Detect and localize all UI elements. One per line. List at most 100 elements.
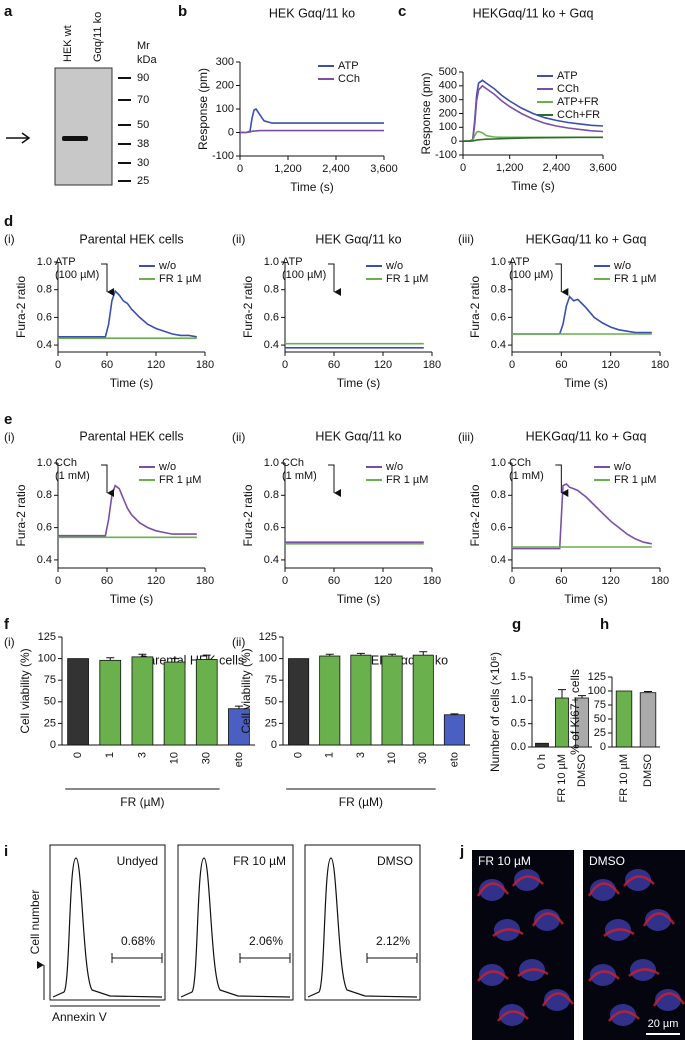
x-tick-label: FR 10 µM bbox=[556, 754, 568, 803]
nucleus bbox=[499, 1004, 525, 1026]
series-line bbox=[240, 129, 384, 134]
bar bbox=[555, 697, 569, 748]
y-tick-label: 75 bbox=[594, 699, 606, 711]
x-tick-label: 0 bbox=[509, 575, 515, 587]
legend-label: ATP bbox=[557, 70, 578, 82]
y-tick-label: 1.0 bbox=[264, 256, 279, 268]
cytoskeleton bbox=[531, 912, 565, 927]
y-tick-label: 75 bbox=[44, 674, 56, 686]
cytoskeleton bbox=[492, 928, 524, 937]
x-tick-label: 1,200 bbox=[274, 163, 302, 175]
bar bbox=[412, 654, 434, 746]
x-tick-label: 2,400 bbox=[322, 163, 350, 175]
series-line bbox=[240, 107, 384, 134]
y-tick-label: 0.0 bbox=[511, 741, 526, 753]
error-bar bbox=[388, 653, 397, 657]
y-tick-label: 1.0 bbox=[491, 457, 506, 469]
bar bbox=[639, 692, 657, 748]
y-tick-label: 50 bbox=[265, 696, 277, 708]
y-tick-label: 50 bbox=[594, 713, 606, 725]
y-tick-label: 0.4 bbox=[491, 339, 506, 351]
x-tick-label: 3 bbox=[136, 752, 148, 758]
y-tick-label: 0.6 bbox=[37, 311, 52, 323]
bar bbox=[67, 658, 89, 746]
flow-histogram bbox=[180, 857, 291, 998]
annotation: CCh bbox=[509, 457, 531, 469]
panel-label: g bbox=[512, 616, 521, 633]
y-tick-label: 0.6 bbox=[37, 522, 52, 534]
y-tick-label: 1.0 bbox=[511, 694, 526, 706]
y-axis-label: Fura-2 ratio bbox=[468, 484, 482, 546]
chart-title: HEKGαq/11 ko + Gαq bbox=[526, 429, 647, 443]
legend-label: CCh bbox=[557, 83, 579, 95]
flow-label: FR 10 µM bbox=[233, 854, 286, 868]
x-tick-label: 3,600 bbox=[370, 163, 398, 175]
x-tick-label: 60 bbox=[328, 575, 340, 587]
x-tick-label: 0 bbox=[460, 162, 466, 174]
error-bar bbox=[138, 653, 147, 657]
legend-label: FR 1 µM bbox=[159, 474, 201, 486]
subpanel-label: (ii) bbox=[232, 232, 245, 246]
error-bar bbox=[578, 695, 586, 698]
annotation: ATP bbox=[55, 256, 76, 268]
x-tick-label: 0 bbox=[55, 359, 61, 371]
legend-label: CCh+FR bbox=[557, 109, 600, 121]
annotation: (100 µM) bbox=[509, 269, 553, 281]
y-tick-label: 100 bbox=[259, 653, 277, 665]
flow-label: Undyed bbox=[117, 854, 158, 868]
cytoskeleton bbox=[652, 992, 685, 1007]
chart-title: HEKGαq/11 ko + Gαq bbox=[473, 6, 594, 20]
legend-label: w/o bbox=[158, 260, 176, 272]
flow-gate-label: 0.68% bbox=[121, 934, 155, 948]
x-axis-label: Time (s) bbox=[337, 592, 381, 606]
y-tick-label: 0.4 bbox=[491, 554, 506, 566]
error-bar bbox=[450, 713, 459, 715]
y-tick-label: 0.4 bbox=[37, 554, 52, 566]
group-label: FR (µM) bbox=[120, 795, 164, 809]
subpanel-label: (i) bbox=[4, 635, 15, 649]
blot-arrow-head bbox=[21, 132, 31, 144]
y-tick-label: 200 bbox=[439, 107, 457, 119]
error-bar bbox=[325, 653, 334, 657]
nucleus bbox=[479, 964, 505, 986]
chart-title: HEK Gαq/11 ko bbox=[315, 232, 401, 246]
y-tick-label: 1.0 bbox=[264, 457, 279, 469]
x-tick-label: 120 bbox=[374, 575, 392, 587]
annotation: (1 mM) bbox=[509, 470, 544, 482]
annotation: ATP bbox=[282, 256, 303, 268]
subpanel-label: (ii) bbox=[232, 635, 245, 649]
legend-label: w/o bbox=[613, 260, 631, 272]
subpanel-label: (iii) bbox=[458, 232, 474, 246]
lane-label: Gαq/11 ko bbox=[92, 12, 104, 62]
annotation: CCh bbox=[55, 457, 77, 469]
blot-band bbox=[62, 136, 88, 141]
cytoskeleton bbox=[623, 875, 655, 887]
x-axis-label: Time (s) bbox=[564, 376, 608, 390]
y-tick-label: 0 bbox=[451, 135, 457, 147]
legend-label: w/o bbox=[385, 260, 403, 272]
legend-label: FR 1 µM bbox=[614, 273, 656, 285]
x-tick-label: 3 bbox=[355, 752, 367, 758]
y-axis-label: Number of cells (×10⁶) bbox=[488, 652, 502, 772]
x-tick-label: 60 bbox=[328, 359, 340, 371]
annotation: (100 µM) bbox=[282, 269, 326, 281]
x-tick-label: 0 bbox=[292, 752, 304, 758]
marker-label: 30 bbox=[137, 157, 149, 169]
y-axis-label: Fura-2 ratio bbox=[241, 276, 255, 338]
y-tick-label: 0.4 bbox=[37, 339, 52, 351]
y-tick-label: 50 bbox=[44, 696, 56, 708]
panel-label: h bbox=[600, 616, 609, 633]
image-label: FR 10 µM bbox=[478, 854, 531, 868]
x-tick-label: eto bbox=[233, 752, 245, 767]
y-tick-label: 300 bbox=[439, 94, 457, 106]
flow-gate bbox=[111, 953, 163, 963]
x-tick-label: 1 bbox=[104, 752, 116, 758]
x-tick-label: DMSO bbox=[642, 754, 654, 787]
chart-title: HEK Gαq/11 ko bbox=[362, 653, 448, 667]
legend-label: FR 1 µM bbox=[159, 273, 201, 285]
x-tick-label: DMSO bbox=[576, 754, 588, 787]
subpanel-label: (iii) bbox=[458, 430, 474, 444]
y-tick-label: 0.4 bbox=[264, 554, 279, 566]
x-tick-label: 120 bbox=[601, 575, 619, 587]
annotation: (100 µM) bbox=[55, 269, 99, 281]
